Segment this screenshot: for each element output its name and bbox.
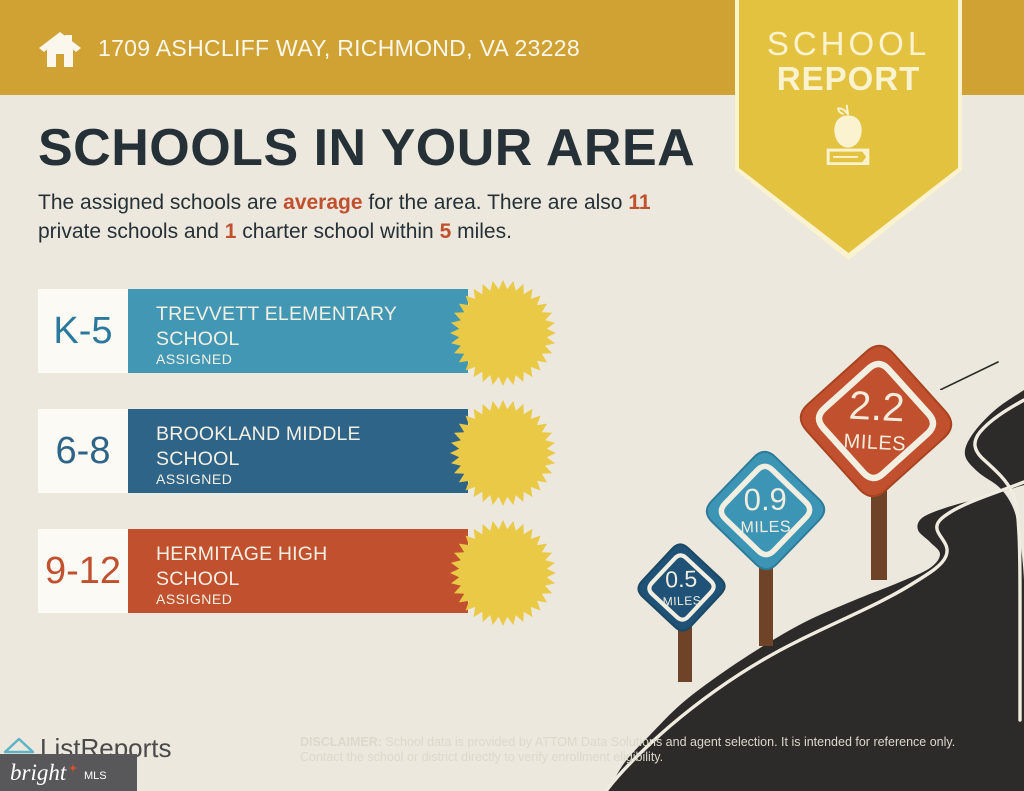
svg-text:MLS: MLS (84, 770, 107, 782)
svg-text:bright: bright (10, 760, 67, 785)
